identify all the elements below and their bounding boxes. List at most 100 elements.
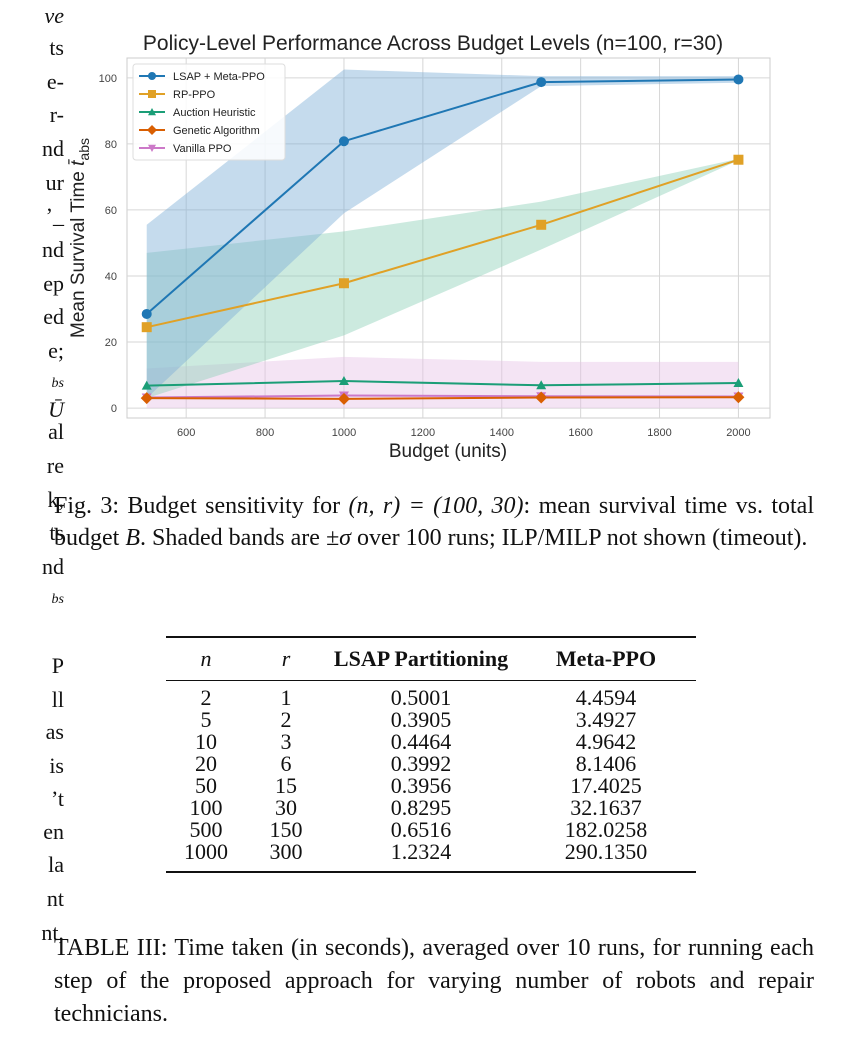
legend-label: Auction Heuristic [173, 107, 256, 119]
cell-meta-ppo: 290.1350 [516, 841, 696, 873]
cell-lsap: 1.2324 [326, 841, 516, 873]
legend-marker [147, 125, 157, 135]
figure-caption-prefix: Fig. 3: Budget sensitivity for [54, 493, 349, 519]
data-point-lsap-meta-ppo [141, 308, 152, 319]
data-point-auction-heuristic [733, 377, 744, 387]
x-tick-label: 1200 [411, 427, 435, 439]
legend-item-vanilla-ppo: Vanilla PPO [139, 143, 232, 155]
data-point-genetic-algorithm [535, 391, 548, 404]
legend: LSAP + Meta-PPO RP-PPO Auction Heuristic Ge… [132, 63, 286, 161]
legend-item-rp-ppo: RP-PPO [139, 89, 216, 101]
x-axis-label: Budget (units) [389, 441, 507, 462]
left-column-fragment: ll [51, 687, 64, 712]
table-row: 1000 300 1.2324 290.1350 [166, 841, 696, 873]
cell-lsap: 0.3956 [390, 773, 452, 798]
legend-label: LSAP + Meta-PPO [173, 71, 265, 83]
data-point-lsap-meta-ppo [338, 136, 349, 147]
left-column-fragment: k, [47, 487, 65, 512]
left-column-fragment: nd [42, 136, 64, 161]
header-n: n [166, 636, 246, 681]
cell-lsap: 0.6516 [390, 817, 452, 842]
table-body: 2 1 0.5001 4.4594 5 2 0.3905 3.4927 10 3 0.4464 4.9… [166, 681, 696, 873]
left-column-fragment: ’_ [45, 203, 64, 228]
table-row: 100 30 0.8295 32.1637 [166, 797, 696, 819]
cell-meta-ppo: 32.1637 [570, 795, 642, 820]
cell-n: 5 [200, 707, 212, 732]
cell-n: 10 [195, 729, 217, 754]
series-lines [140, 74, 745, 405]
legend-label: Genetic Algorithm [173, 125, 260, 137]
cell-n: 2 [200, 685, 212, 710]
figure-caption-math-b: B [125, 525, 140, 551]
left-column-fragment: is [49, 753, 64, 778]
cell-r: 150 [269, 817, 303, 842]
cell-meta-ppo: 3.4927 [575, 707, 637, 732]
series-rp-ppo [141, 154, 744, 333]
series-genetic-algorithm [140, 391, 745, 405]
left-column-fragment: bs [51, 376, 64, 391]
data-point-rp-ppo [141, 322, 152, 333]
cell-lsap: 0.3905 [390, 707, 452, 732]
legend-marker [148, 108, 156, 116]
y-axis-label-sub: abs [76, 138, 92, 161]
figure-caption-mid2: . Shaded bands are [140, 525, 326, 551]
data-point-auction-heuristic [536, 380, 547, 390]
legend-item-lsap-meta-ppo: LSAP + Meta-PPO [139, 71, 265, 83]
figure-caption-math-nr: (n, r) = (100, 30) [348, 493, 524, 519]
cell-meta-ppo: 4.4594 [575, 685, 637, 710]
left-column-fragment: e; [48, 338, 64, 363]
cell-meta-ppo: 8.1406 [575, 751, 637, 776]
x-tick-label: 2000 [726, 427, 750, 439]
timing-table-wrapper: n r LSAP Partitioning Meta-PPO 2 1 0.5001 4… [166, 636, 696, 873]
left-column-fragment: al [48, 419, 64, 444]
header-r: r [246, 636, 326, 681]
data-point-genetic-algorithm [337, 392, 350, 405]
left-column-fragment: nd [42, 554, 64, 579]
data-point-rp-ppo [536, 219, 547, 230]
left-column-fragment: ’t [50, 786, 64, 811]
table-header-row: n r LSAP Partitioning Meta-PPO [166, 636, 696, 681]
legend-box [132, 63, 286, 161]
legend-item-genetic-algorithm: Genetic Algorithm [139, 125, 260, 137]
chart-title: Policy-Level Performance Across Budget L… [143, 32, 723, 55]
legend-label: RP-PPO [173, 89, 216, 101]
left-column-fragment: r- [49, 102, 64, 127]
cell-n: 1000 [166, 841, 246, 873]
cell-n: 20 [195, 751, 217, 776]
y-tick-label: 100 [99, 73, 117, 85]
y-tick-label: 60 [105, 205, 117, 217]
cell-r: 1 [280, 685, 292, 710]
x-tick-label: 1000 [332, 427, 356, 439]
table-row: 10 3 0.4464 4.9642 [166, 731, 696, 753]
cell-r: 30 [275, 795, 297, 820]
figure-caption-math-sigma: ±σ [325, 525, 351, 551]
cell-lsap: 0.4464 [390, 729, 452, 754]
left-column-fragment: nt [46, 886, 64, 911]
left-column-fragment: ep [43, 271, 64, 296]
x-tick-labels: 600 800 1000 1200 1400 1600 1800 2000 [177, 427, 751, 439]
y-tick-label: 80 [105, 139, 117, 151]
left-column-fragment: la [48, 852, 64, 877]
data-point-auction-heuristic [338, 376, 349, 386]
series-line-auction-heuristic [146, 380, 739, 387]
series-auction-heuristic [141, 376, 744, 390]
table-row: 2 1 0.5001 4.4594 [166, 681, 696, 710]
header-meta-ppo: Meta-PPO [516, 636, 696, 681]
left-column-fragment: ur [45, 170, 64, 195]
left-column-fragment: ts [49, 35, 64, 60]
y-tick-labels: 0 20 40 60 80 100 [99, 73, 117, 415]
x-tick-label: 600 [177, 427, 195, 439]
legend-item-auction-heuristic: Auction Heuristic [139, 107, 256, 119]
data-point-rp-ppo [733, 154, 744, 165]
cell-r: 3 [280, 729, 292, 754]
cell-n: 500 [189, 817, 223, 842]
left-column-fragment: as [45, 719, 64, 744]
legend-label: Vanilla PPO [173, 143, 232, 155]
data-point-rp-ppo [338, 278, 349, 289]
cell-n: 50 [195, 773, 217, 798]
left-column-fragment: ts [49, 520, 64, 545]
y-axis-label: Mean Survival Time t̄abs [68, 138, 92, 338]
y-axis-label-symbol: t̄ [68, 159, 89, 166]
table-row: 500 150 0.6516 182.0258 [166, 819, 696, 841]
x-tick-label: 1600 [568, 427, 592, 439]
